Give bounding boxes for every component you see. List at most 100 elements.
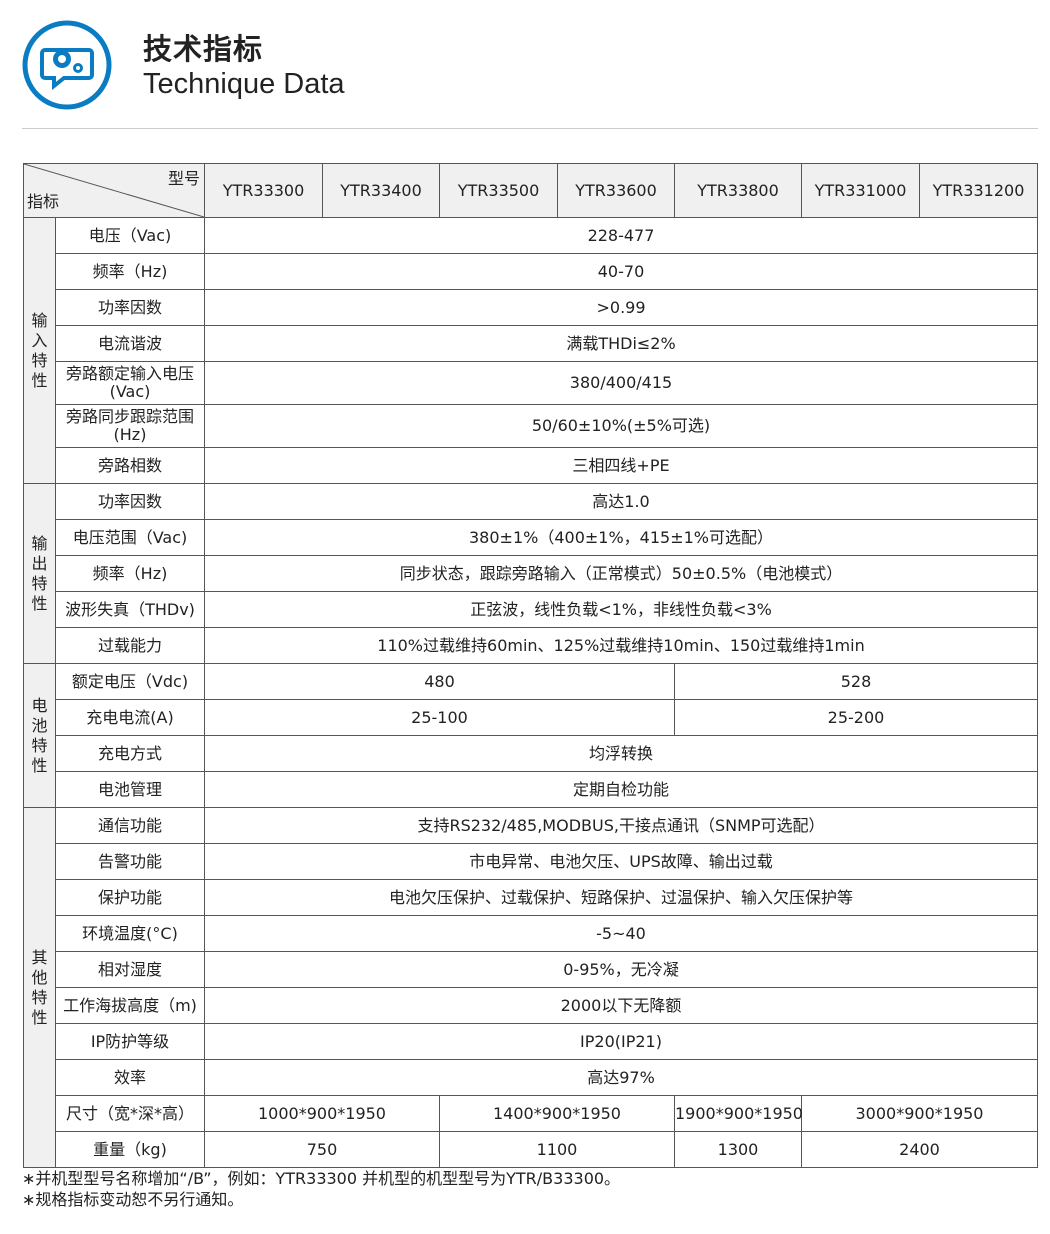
corner-header: 型号 指标 <box>23 163 205 218</box>
value-cell: 228-477 <box>204 217 1038 254</box>
value-cell: -5~40 <box>204 915 1038 952</box>
row-label: 波形失真（THDv) <box>55 591 205 628</box>
table-row: 旁路额定输入电压(Vac) 380/400/415 <box>24 361 1038 405</box>
value-cell: 满载THDi≤2% <box>204 325 1038 362</box>
table-row: 告警功能 市电异常、电池欠压、UPS故障、输出过载 <box>24 843 1038 880</box>
value-cell: 支持RS232/485,MODBUS,干接点通讯（SNMP可选配） <box>204 807 1038 844</box>
row-label: 电流谐波 <box>55 325 205 362</box>
row-label: 通信功能 <box>55 807 205 844</box>
table-row: IP防护等级 IP20(IP21) <box>24 1023 1038 1060</box>
value-cell: 1400*900*1950 <box>439 1095 675 1132</box>
value-cell: 电池欠压保护、过载保护、短路保护、过温保护、输入欠压保护等 <box>204 879 1038 916</box>
row-label: 功率因数 <box>55 483 205 520</box>
table-row: 工作海拔高度（m) 2000以下无降额 <box>24 987 1038 1024</box>
row-label: 环境温度(°C) <box>55 915 205 952</box>
value-cell: 25-100 <box>204 699 675 736</box>
group-label: 其他特性 <box>23 807 56 1168</box>
table-row: 效率 高达97% <box>24 1059 1038 1096</box>
value-cell: 均浮转换 <box>204 735 1038 772</box>
group-name: 输出特性 <box>31 533 48 613</box>
group-name: 输入特性 <box>31 310 48 390</box>
value-cell: 正弦波，线性负载<1%，非线性负载<3% <box>204 591 1038 628</box>
value-cell: 1900*900*1950 <box>674 1095 803 1132</box>
divider <box>22 128 1038 129</box>
table-row: 重量（kg) 750 1100 1300 2400 <box>24 1131 1038 1168</box>
row-label: 电压范围（Vac) <box>55 519 205 556</box>
row-label: 电池管理 <box>55 771 205 808</box>
table-row: 频率（Hz) 40-70 <box>24 253 1038 290</box>
row-label: 过载能力 <box>55 627 205 664</box>
row-label: 告警功能 <box>55 843 205 880</box>
value-cell: 市电异常、电池欠压、UPS故障、输出过载 <box>204 843 1038 880</box>
value-cell: 3000*900*1950 <box>801 1095 1038 1132</box>
model-header: YTR331200 <box>919 163 1038 218</box>
row-label: 功率因数 <box>55 289 205 326</box>
row-label: 旁路相数 <box>55 447 205 484</box>
row-label: 电压（Vac) <box>55 217 205 254</box>
value-cell: IP20(IP21) <box>204 1023 1038 1060</box>
group-name: 电池特性 <box>31 695 48 775</box>
table-row: 保护功能 电池欠压保护、过载保护、短路保护、过温保护、输入欠压保护等 <box>24 879 1038 916</box>
spec-label: 指标 <box>27 192 60 211</box>
value-cell: 高达1.0 <box>204 483 1038 520</box>
table-row: 旁路相数 三相四线+PE <box>24 447 1038 484</box>
group-name: 其他特性 <box>31 947 48 1027</box>
group-label: 电池特性 <box>23 663 56 808</box>
page-title: 技术指标 <box>143 32 264 66</box>
table-row: 过载能力 110%过载维持60min、125%过载维持10min、150过载维持1… <box>24 627 1038 664</box>
row-label: 充电电流(A) <box>55 699 205 736</box>
row-label: IP防护等级 <box>55 1023 205 1060</box>
row-label: 频率（Hz) <box>55 555 205 592</box>
table-row: 波形失真（THDv) 正弦波，线性负载<1%，非线性负载<3% <box>24 591 1038 628</box>
row-label: 额定电压（Vdc) <box>55 663 205 700</box>
value-cell: 480 <box>204 663 675 700</box>
row-label: 重量（kg) <box>55 1131 205 1168</box>
gears-chat-icon <box>22 20 112 110</box>
value-cell: 25-200 <box>674 699 1038 736</box>
value-cell: 三相四线+PE <box>204 447 1038 484</box>
value-cell: 380/400/415 <box>204 361 1038 405</box>
value-cell: >0.99 <box>204 289 1038 326</box>
value-cell: 750 <box>204 1131 440 1168</box>
table-row: 频率（Hz) 同步状态，跟踪旁路输入（正常模式）50±0.5%（电池模式） <box>24 555 1038 592</box>
row-label: 保护功能 <box>55 879 205 916</box>
model-header: YTR33400 <box>322 163 440 218</box>
footnote: ∗并机型型号名称增加“/B”，例如：YTR33300 并机型的机型型号为YTR/… <box>22 1169 621 1188</box>
row-label: 尺寸（宽*深*高） <box>55 1095 205 1132</box>
table-row: 电池特性 额定电压（Vdc) 480 528 <box>23 663 1038 808</box>
footnote: ∗规格指标变动恕不另行通知。 <box>22 1190 244 1209</box>
row-label: 效率 <box>55 1059 205 1096</box>
footnotes: ∗并机型型号名称增加“/B”，例如：YTR33300 并机型的机型型号为YTR/… <box>22 1168 620 1210</box>
value-cell: 定期自检功能 <box>204 771 1038 808</box>
model-header: YTR33800 <box>674 163 802 218</box>
row-label: 工作海拔高度（m) <box>55 987 205 1024</box>
table-row: 功率因数 >0.99 <box>24 289 1038 326</box>
table-row: 电池管理 定期自检功能 <box>24 771 1038 808</box>
table-row: 输入特性 电压（Vac) 228-477 <box>23 217 1038 484</box>
table-row: 其他特性 通信功能 支持RS232/485,MODBUS,干接点通讯（SNMP可选配… <box>23 807 1038 1168</box>
table-row: 输出特性 功率因数 高达1.0 <box>23 483 1038 664</box>
page-subtitle: Technique Data <box>143 68 345 100</box>
table-row: 充电电流(A) 25-100 25-200 <box>24 699 1038 736</box>
row-label: 充电方式 <box>55 735 205 772</box>
table-row: 电压范围（Vac) 380±1%（400±1%，415±1%可选配） <box>24 519 1038 556</box>
table-row: 旁路同步跟踪范围(Hz) 50/60±10%(±5%可选) <box>24 404 1038 448</box>
row-label: 旁路额定输入电压(Vac) <box>55 361 205 405</box>
value-cell: 1100 <box>439 1131 675 1168</box>
table-row: 充电方式 均浮转换 <box>24 735 1038 772</box>
table-row: 相对湿度 0-95%，无冷凝 <box>24 951 1038 988</box>
value-cell: 2400 <box>801 1131 1038 1168</box>
value-cell: 0-95%，无冷凝 <box>204 951 1038 988</box>
group-label: 输出特性 <box>23 483 56 664</box>
row-label: 旁路同步跟踪范围(Hz) <box>55 404 205 448</box>
value-cell: 1000*900*1950 <box>204 1095 440 1132</box>
value-cell: 同步状态，跟踪旁路输入（正常模式）50±0.5%（电池模式） <box>204 555 1038 592</box>
row-label: 频率（Hz) <box>55 253 205 290</box>
value-cell: 2000以下无降额 <box>204 987 1038 1024</box>
spec-table: 型号 指标 YTR33300 YTR33400 YTR33500 YTR33600 YT… <box>23 163 1038 1168</box>
table-row: 电流谐波 满载THDi≤2% <box>24 325 1038 362</box>
model-label: 型号 <box>167 169 200 188</box>
model-header: YTR33600 <box>557 163 675 218</box>
model-header: YTR331000 <box>801 163 920 218</box>
value-cell: 50/60±10%(±5%可选) <box>204 404 1038 448</box>
